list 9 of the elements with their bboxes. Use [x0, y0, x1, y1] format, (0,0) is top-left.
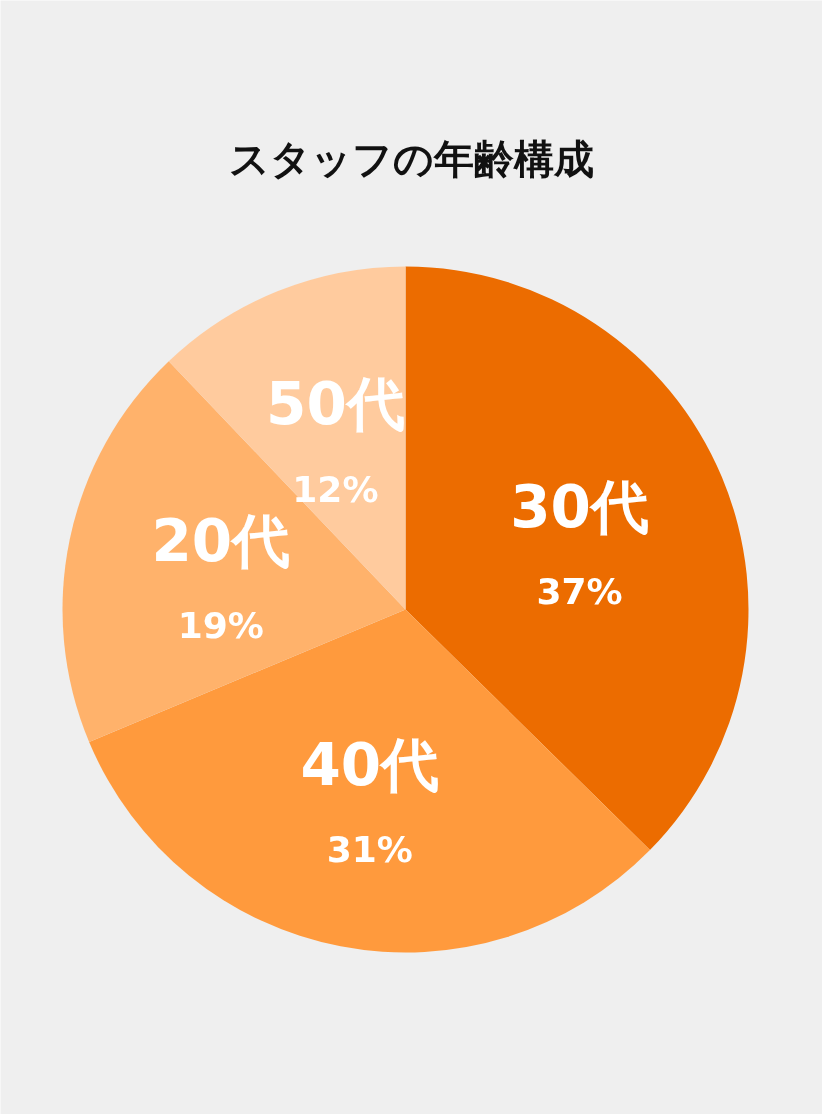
data-label: 31% — [326, 829, 413, 871]
slice-label: 40代 — [300, 730, 440, 799]
slice-label: 30代 — [510, 472, 649, 541]
slice-label: 50代 — [266, 370, 405, 439]
chart-title: スタッフの年齢構成 — [229, 135, 594, 182]
data-label: 19% — [177, 605, 264, 647]
data-label: 37% — [536, 571, 623, 613]
slice-label: 20代 — [151, 506, 291, 575]
data-label: 12% — [292, 468, 379, 510]
